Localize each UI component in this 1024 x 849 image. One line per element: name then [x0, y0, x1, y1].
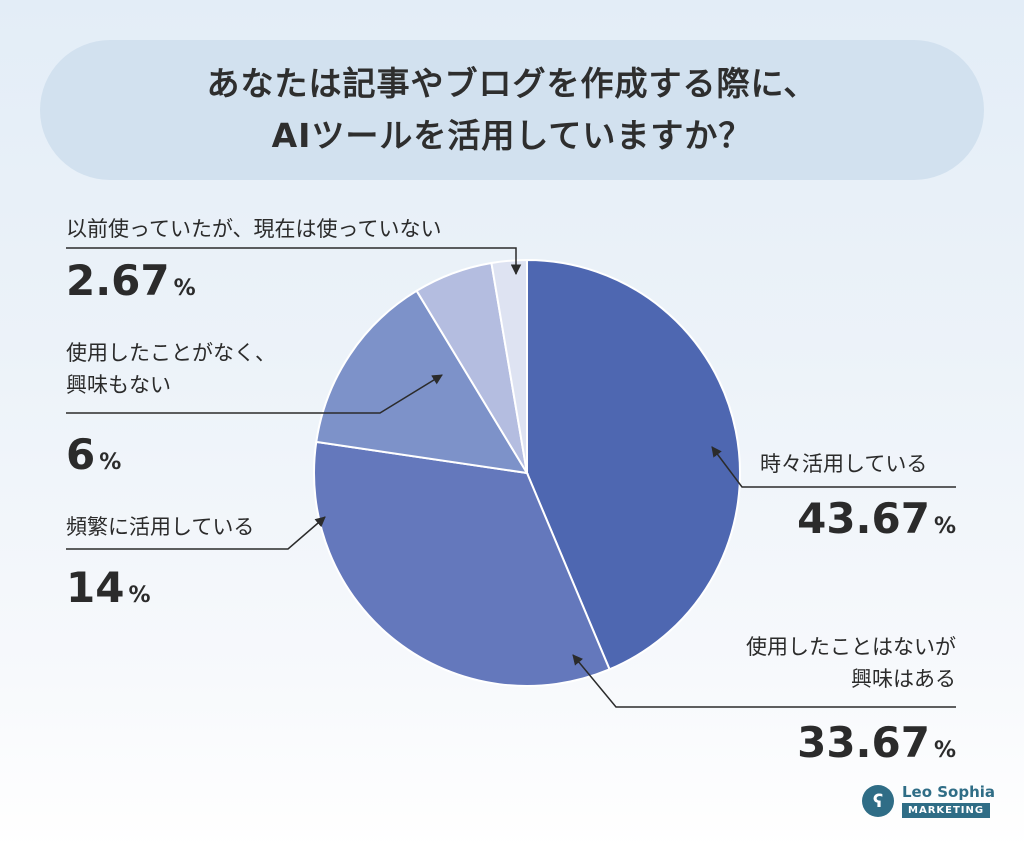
slice-value-occasionally: 43.67%: [797, 494, 956, 543]
title-line-2: AIツールを活用していますか？: [271, 116, 753, 155]
brand-sub: MARKETING: [902, 803, 991, 818]
leader-line-used-before: [66, 247, 522, 276]
slice-value-never-but-interested: 33.67%: [797, 718, 956, 767]
slice-value-never-not-interested: 6%: [66, 430, 122, 479]
pie-slice-occasionally: [526, 258, 742, 671]
brand-name: Leo Sophia: [902, 783, 996, 801]
slice-label-frequently: 頻繁に活用している: [66, 515, 255, 539]
leader-line-never-not-interested: [66, 374, 443, 414]
lion-icon: ʕ: [862, 785, 894, 817]
pie-slice-never-but-interested: [313, 440, 611, 687]
slice-label-occasionally: 時々活用している: [760, 452, 928, 476]
leader-line-never-but-interested: [572, 654, 956, 708]
slice-label-never-but-interested: 使用したことはないが 興味はある: [746, 635, 956, 691]
slice-value-used-before: 2.67%: [66, 256, 196, 305]
slice-label-used-before: 以前使っていたが、現在は使っていない: [66, 217, 442, 241]
leader-line-occasionally: [711, 446, 956, 488]
title-line-1: あなたは記事やブログを作成する際に、: [206, 64, 818, 103]
pie-slice-used-before: [490, 258, 528, 474]
pie-slice-frequently: [315, 289, 529, 475]
leader-line-frequently: [66, 516, 326, 550]
slice-value-frequently: 14%: [66, 563, 151, 612]
slice-label-never-not-interested: 使用したことがなく、 興味もない: [66, 341, 276, 397]
brand-logo: ʕ Leo Sophia MARKETING: [862, 783, 995, 823]
chart-title: あなたは記事やブログを作成する際に、 AIツールを活用していますか？: [40, 40, 984, 180]
